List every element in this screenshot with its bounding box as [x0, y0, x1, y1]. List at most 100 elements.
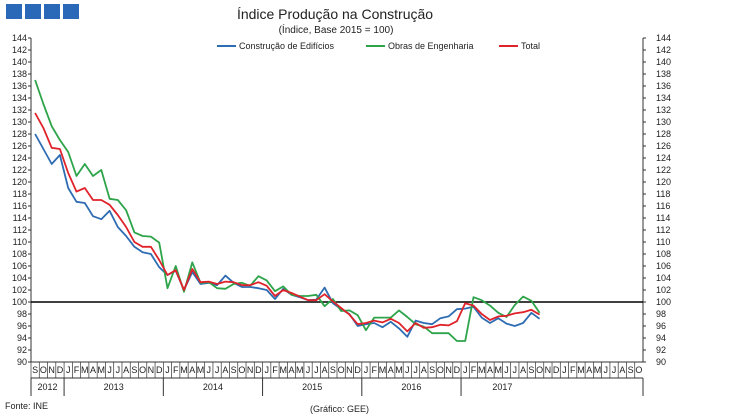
- month-label: J: [612, 365, 617, 375]
- y-tick-label: 104: [12, 273, 27, 283]
- y-tick-label: 106: [656, 261, 671, 271]
- month-label: J: [215, 365, 220, 375]
- month-label: J: [562, 365, 567, 375]
- month-label: M: [577, 365, 585, 375]
- y-tick-label: 130: [12, 117, 27, 127]
- y-tick-label: 100: [12, 297, 27, 307]
- y-tick-label: 108: [12, 249, 27, 259]
- y-tick-label: 112: [13, 225, 27, 235]
- month-label: A: [520, 365, 526, 375]
- month-label: D: [454, 365, 461, 375]
- month-label: M: [395, 365, 403, 375]
- chart-legend: Construção de Edifícios Obras de Engenhar…: [217, 41, 540, 51]
- y-tick-label: 114: [656, 213, 670, 223]
- chart-series: [34, 79, 541, 342]
- chart-title: Índice Produção na Construção: [237, 6, 433, 22]
- legend-label: Total: [521, 41, 540, 51]
- month-label: J: [504, 365, 509, 375]
- month-label: F: [173, 365, 179, 375]
- month-label: O: [40, 365, 47, 375]
- month-label: F: [371, 365, 377, 375]
- y-tick-label: 128: [12, 129, 27, 139]
- month-label: A: [388, 365, 394, 375]
- year-label: 2014: [203, 382, 223, 392]
- month-label: S: [131, 365, 137, 375]
- month-label: N: [48, 365, 55, 375]
- y-tick-label: 102: [12, 285, 27, 295]
- y-tick-label: 144: [12, 33, 27, 43]
- month-label: J: [264, 365, 269, 375]
- chart-axes: 90 90 92 92 94 94 96 96 98 98 100 100 102 102 104 104 10…: [12, 33, 671, 367]
- y-tick-label: 136: [12, 81, 27, 91]
- y-tick-label: 94: [17, 333, 27, 343]
- series-line: [34, 112, 541, 333]
- y-tick-label: 144: [656, 33, 671, 43]
- y-tick-label: 92: [656, 345, 666, 355]
- month-label: M: [197, 365, 205, 375]
- logo-block: [44, 4, 60, 19]
- month-label: S: [231, 365, 237, 375]
- y-tick-label: 114: [13, 213, 27, 223]
- month-label: N: [445, 365, 452, 375]
- month-label: A: [289, 365, 295, 375]
- y-tick-label: 98: [17, 309, 27, 319]
- logo-block: [6, 4, 22, 19]
- logo: [6, 4, 79, 19]
- month-label: J: [306, 365, 311, 375]
- y-tick-label: 108: [656, 249, 671, 259]
- month-label: J: [116, 365, 121, 375]
- month-label: D: [354, 365, 361, 375]
- y-tick-label: 116: [656, 201, 670, 211]
- y-tick-label: 122: [12, 165, 27, 175]
- month-label: J: [207, 365, 212, 375]
- year-label: 2016: [401, 382, 421, 392]
- month-label: J: [314, 365, 319, 375]
- month-label: M: [379, 365, 387, 375]
- month-label: A: [322, 365, 328, 375]
- y-tick-label: 116: [13, 201, 27, 211]
- y-tick-label: 132: [656, 105, 671, 115]
- y-tick-label: 124: [12, 153, 27, 163]
- month-label: S: [330, 365, 336, 375]
- month-label: A: [487, 365, 493, 375]
- y-tick-label: 142: [656, 45, 671, 55]
- month-label: A: [123, 365, 129, 375]
- month-label: J: [463, 365, 468, 375]
- year-label: 2013: [104, 382, 124, 392]
- y-tick-label: 124: [656, 153, 671, 163]
- y-tick-label: 120: [12, 177, 27, 187]
- y-tick-label: 120: [656, 177, 671, 187]
- logo-block: [25, 4, 41, 19]
- month-label: A: [189, 365, 195, 375]
- month-label: F: [74, 365, 80, 375]
- month-label: D: [156, 365, 163, 375]
- year-label: 2012: [38, 382, 58, 392]
- y-tick-label: 140: [12, 57, 27, 67]
- chart-subtitle: (Índice, Base 2015 = 100): [279, 23, 394, 36]
- y-tick-label: 102: [656, 285, 671, 295]
- month-label: O: [139, 365, 146, 375]
- y-tick-label: 94: [656, 333, 666, 343]
- month-label: O: [338, 365, 345, 375]
- month-label: F: [570, 365, 576, 375]
- month-label: F: [471, 365, 477, 375]
- month-label: D: [553, 365, 560, 375]
- month-label: M: [81, 365, 89, 375]
- legend-label: Obras de Engenharia: [388, 41, 474, 51]
- month-label: O: [635, 365, 642, 375]
- month-label: S: [628, 365, 634, 375]
- y-tick-label: 98: [656, 309, 666, 319]
- y-tick-label: 96: [17, 321, 27, 331]
- month-label: O: [238, 365, 245, 375]
- y-tick-label: 104: [656, 273, 671, 283]
- month-label: S: [528, 365, 534, 375]
- month-label: J: [364, 365, 369, 375]
- month-label: D: [255, 365, 262, 375]
- y-tick-label: 112: [656, 225, 670, 235]
- month-label: O: [536, 365, 543, 375]
- month-label: J: [165, 365, 170, 375]
- month-label: A: [90, 365, 96, 375]
- month-label: M: [495, 365, 503, 375]
